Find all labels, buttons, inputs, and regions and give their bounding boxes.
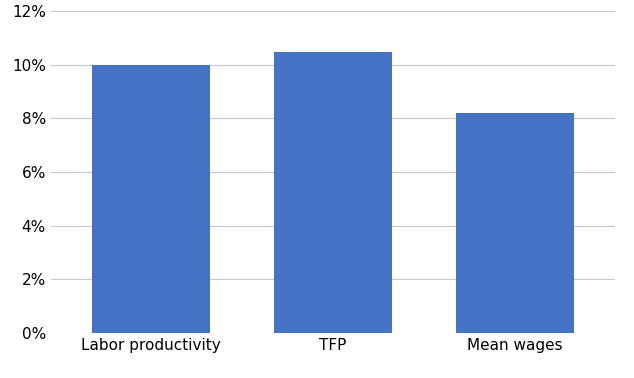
Bar — [274, 51, 392, 333]
Bar — [92, 65, 210, 333]
Bar — [456, 113, 574, 333]
